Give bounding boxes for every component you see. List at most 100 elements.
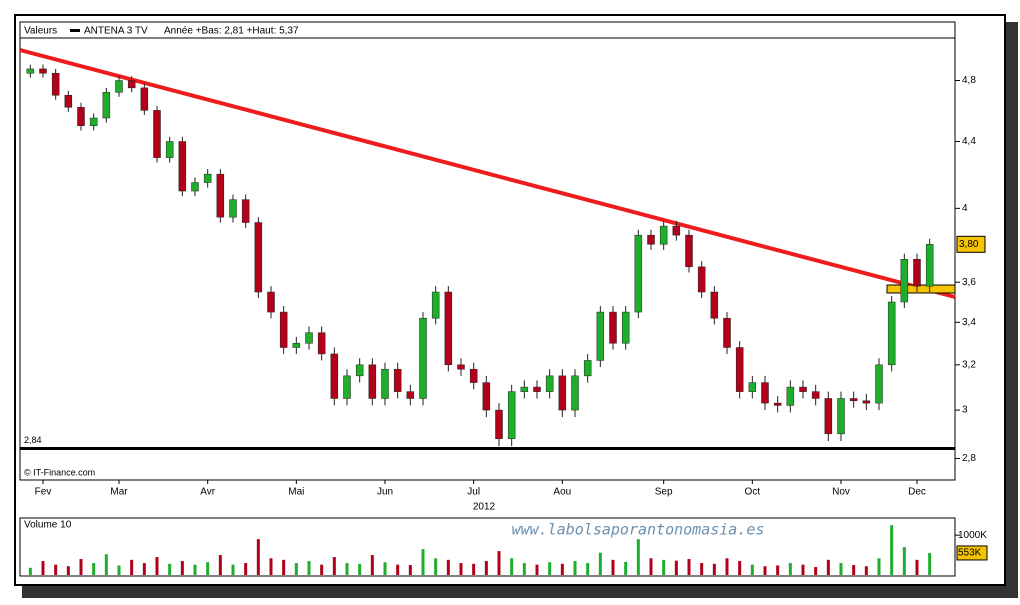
y-tick-label: 4 <box>962 203 968 214</box>
volume-bar <box>598 552 602 575</box>
volume-bar <box>28 567 32 575</box>
volume-bar <box>763 566 767 575</box>
volume-bar <box>294 563 298 575</box>
volume-bar <box>54 564 58 575</box>
candle-body <box>165 141 174 158</box>
x-tick-label: Mar <box>110 487 128 498</box>
frame <box>14 14 1006 586</box>
candle-body <box>533 386 541 392</box>
volume-bar <box>738 561 742 575</box>
candle-body <box>748 382 757 392</box>
last-value-label: 3,80 <box>959 239 979 250</box>
candle-body <box>77 107 85 127</box>
candle-body <box>659 225 668 245</box>
volume-bar <box>421 549 425 575</box>
volume-bar <box>776 565 780 575</box>
candle-body <box>279 311 288 348</box>
source: © IT-Finance.com <box>24 467 95 477</box>
legend-title: Valeurs <box>24 26 57 37</box>
candle-body <box>558 375 567 411</box>
volume-bar <box>408 565 412 575</box>
volume-bar <box>522 563 526 575</box>
candle-body <box>837 398 845 435</box>
volume-bar <box>320 564 324 575</box>
volume-bar <box>687 559 691 575</box>
y-tick-label: 3,6 <box>962 277 976 288</box>
candle-body <box>102 92 111 119</box>
candle-body <box>89 117 98 127</box>
info: Année +Bas: 2,81 +Haut: 5,37 <box>164 26 299 37</box>
y-tick-label: 2,8 <box>962 453 976 464</box>
candle-body <box>39 68 47 74</box>
price-plot <box>19 21 956 481</box>
volume-bar <box>206 562 210 575</box>
volume-bar <box>852 565 856 575</box>
volume-bar <box>586 563 590 575</box>
candle-body <box>482 382 491 411</box>
legend-swatch <box>70 29 80 32</box>
candle-body <box>862 400 871 404</box>
candle-body <box>609 311 617 344</box>
candle-body <box>913 258 921 287</box>
candle-body <box>368 364 377 399</box>
candle-body <box>305 332 313 344</box>
highlight-box <box>886 284 956 294</box>
x-tick-label: Fev <box>35 487 52 498</box>
volume-bar <box>877 558 881 575</box>
volume-bar <box>649 558 653 575</box>
trend-line <box>19 48 956 299</box>
volume-bar <box>662 559 666 575</box>
volume-bar <box>307 561 311 575</box>
volume-title: Volume 10 <box>24 520 72 531</box>
volume-bar <box>345 563 349 575</box>
candle-body <box>64 95 73 108</box>
volume-bar <box>826 559 830 575</box>
volume-bar <box>79 559 83 575</box>
support-label: 2,84 <box>24 435 42 445</box>
last-value-box <box>956 235 986 253</box>
volume-bar <box>117 565 121 575</box>
candle-body <box>26 68 35 74</box>
volume-bar <box>902 547 906 575</box>
x-tick-label: Jul <box>467 487 480 498</box>
volume-bar <box>611 559 615 575</box>
y-tick-label: 4,4 <box>962 136 976 147</box>
candle-body <box>887 301 896 366</box>
volume-bar <box>788 563 792 575</box>
volume-bar <box>484 561 488 575</box>
candle-body <box>127 80 136 89</box>
candle-body <box>457 364 465 370</box>
candle-body <box>343 375 351 399</box>
volume-bar <box>269 558 273 575</box>
candle-body <box>583 360 592 377</box>
candle-body <box>330 353 339 399</box>
legend-series: ANTENA 3 TV <box>84 26 148 37</box>
candle-body <box>393 368 402 392</box>
volume-bar <box>674 560 678 575</box>
candle-body <box>153 110 161 158</box>
last-value-label: 553K <box>958 548 982 559</box>
volume-bar <box>750 564 754 575</box>
candle-body <box>203 173 212 183</box>
volume-bar <box>915 559 919 575</box>
candle-body <box>355 364 364 377</box>
volume-bar <box>168 563 172 575</box>
volume-bar <box>497 551 501 575</box>
y-tick-label: 1000K <box>958 530 987 541</box>
x-tick-label: Jun <box>377 487 393 498</box>
x-tick-label: Mai <box>288 487 304 498</box>
candle-body <box>520 386 529 392</box>
candle-body <box>799 386 807 392</box>
candle-body <box>849 398 858 402</box>
volume-bar <box>193 564 197 575</box>
volume-bar <box>560 563 564 575</box>
y-tick-label: 3 <box>962 405 968 416</box>
candle-body <box>634 234 643 313</box>
candle-body <box>596 311 605 361</box>
candle-body <box>761 382 769 404</box>
candle-body <box>444 291 453 366</box>
last-value-box <box>956 545 988 561</box>
volume-plot <box>19 517 956 577</box>
candle-body <box>545 375 554 392</box>
